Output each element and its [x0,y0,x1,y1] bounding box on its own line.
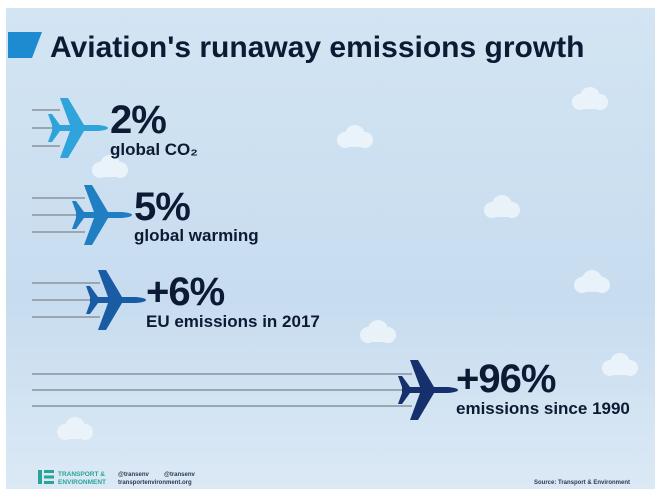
website: transportenvironment.org [118,480,192,486]
title-marker [8,32,42,58]
logo-mark [44,470,54,484]
background [6,8,655,489]
logo-mark [38,470,42,484]
label: EU emissions in 2017 [146,312,320,331]
label: global warming [134,226,259,245]
facebook: @transenv [164,472,196,478]
item: 2% global CO₂ [32,98,198,159]
item: +96% emissions since 1990 [32,357,630,420]
label: emissions since 1990 [456,399,630,418]
twitter: @transenv [118,472,150,478]
figure: +6% [146,270,225,314]
figure: +96% [456,357,556,401]
logo-text: TRANSPORT & [58,471,105,478]
figure: 2% [110,98,166,142]
logo-text: ENVIRONMENT [58,479,106,486]
title: Aviation's runaway emissions growth [50,31,584,64]
figure: 5% [134,185,190,229]
source: Source: Transport & Environment [534,480,630,486]
item: 5% global warming [32,185,259,245]
label: global CO₂ [110,140,198,159]
item: +6% EU emissions in 2017 [32,270,320,331]
footer: TRANSPORT & ENVIRONMENT @transenv @trans… [38,470,630,486]
